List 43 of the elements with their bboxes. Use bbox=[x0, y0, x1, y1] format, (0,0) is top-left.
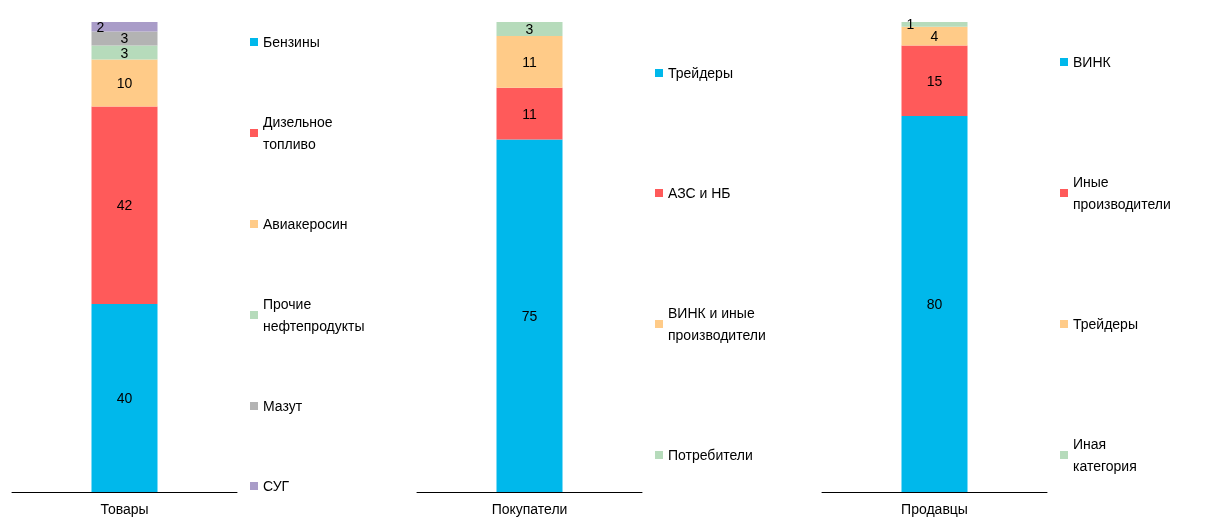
bar bbox=[496, 139, 563, 492]
data-label: 1 bbox=[906, 16, 915, 33]
bar bbox=[91, 59, 158, 107]
data-label: 3 bbox=[120, 44, 129, 61]
legend-label: Потребители bbox=[668, 447, 753, 463]
legend-label: АЗС и НБ bbox=[668, 185, 731, 201]
legend-label: Авиакеросин bbox=[263, 216, 348, 232]
data-label: 3 bbox=[120, 30, 129, 47]
data-label: 11 bbox=[522, 105, 537, 122]
bar bbox=[496, 87, 563, 140]
x-tick-label: Товары bbox=[100, 501, 149, 517]
bar bbox=[901, 116, 968, 492]
data-label: 11 bbox=[522, 53, 537, 70]
legend-label: ВИНК и иные производители bbox=[668, 305, 766, 343]
bar bbox=[91, 45, 158, 60]
legend-label: Дизельное топливо bbox=[263, 114, 333, 152]
bar bbox=[91, 304, 158, 492]
legend-label: Иная категория bbox=[1073, 436, 1137, 474]
legend-label: Мазут bbox=[263, 398, 303, 414]
data-label: 3 bbox=[525, 21, 534, 38]
x-tick-label: Продавцы bbox=[901, 501, 968, 517]
data-label: 10 bbox=[116, 75, 133, 92]
data-label: 15 bbox=[926, 72, 943, 89]
bar bbox=[901, 45, 968, 116]
data-label: 42 bbox=[116, 197, 133, 214]
bar bbox=[496, 36, 563, 88]
data-label: 40 bbox=[116, 390, 133, 406]
bar bbox=[91, 22, 158, 32]
bar bbox=[91, 106, 158, 304]
data-label: 4 bbox=[930, 28, 939, 45]
legend-label: Трейдеры bbox=[668, 65, 733, 81]
x-tick-label: Покупатели bbox=[491, 501, 568, 517]
data-label: 2 bbox=[96, 18, 105, 35]
legend-label: Трейдеры bbox=[1073, 316, 1138, 332]
legend-label: Бензины bbox=[263, 34, 320, 50]
legend-label: СУГ bbox=[263, 478, 290, 494]
legend-label: Прочие нефтепродукты bbox=[263, 296, 365, 334]
data-label: 80 bbox=[926, 296, 943, 312]
legend-label: ВИНК bbox=[1073, 54, 1112, 70]
legend-label: Иные производители bbox=[1073, 174, 1171, 212]
data-label: 75 bbox=[521, 307, 538, 324]
bar bbox=[496, 22, 563, 37]
bar bbox=[91, 31, 158, 46]
